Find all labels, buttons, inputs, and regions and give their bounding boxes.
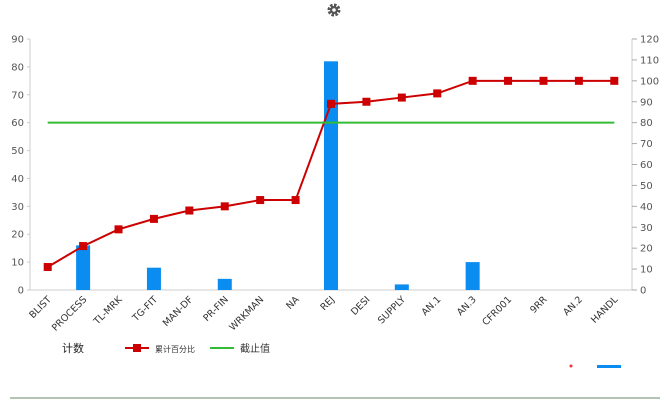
- bar: [146, 267, 161, 290]
- x-tick-label: MAN-DF: [161, 294, 196, 329]
- point: [114, 225, 123, 234]
- y-tick-label: 30: [11, 202, 24, 213]
- y-tick-label: 70: [11, 90, 24, 101]
- y-tick-label: 60: [11, 118, 24, 129]
- y-tick-label: 50: [11, 146, 24, 157]
- bar: [465, 262, 480, 290]
- y2-tick-label: 70: [640, 139, 653, 150]
- settings-icon[interactable]: [327, 3, 341, 17]
- x-tick-label: CFR001: [480, 294, 514, 328]
- y2-tick-label: 20: [640, 244, 653, 255]
- point: [433, 89, 442, 98]
- y2-tick-label: 60: [640, 160, 653, 171]
- legend-label: 截止值: [240, 342, 270, 355]
- point: [185, 206, 194, 215]
- y2-tick-label: 120: [640, 35, 659, 46]
- x-tick-label: BLIST: [27, 294, 54, 321]
- x-tick-label: PROCESS: [50, 294, 89, 333]
- legend-label: 累计百分比: [155, 344, 195, 354]
- y2-tick-label: 30: [640, 223, 653, 234]
- bar: [394, 284, 409, 290]
- y2-tick-label: 100: [640, 76, 659, 87]
- point: [256, 196, 265, 205]
- legend-item: 计数: [62, 342, 84, 355]
- point: [149, 214, 158, 223]
- y2-tick-label: 110: [640, 55, 659, 66]
- bar: [217, 278, 232, 290]
- x-tick-label: DESI: [349, 294, 372, 317]
- point: [539, 76, 548, 85]
- point: [220, 202, 229, 211]
- y-tick-label: 10: [11, 258, 24, 269]
- decoration: [569, 364, 573, 368]
- y-tick-label: 40: [11, 174, 24, 185]
- x-tick-label: WRKMAN: [227, 294, 266, 333]
- point: [610, 76, 619, 85]
- y2-tick-label: 0: [640, 286, 646, 297]
- y-tick-label: 80: [11, 62, 24, 73]
- y2-tick-label: 40: [640, 202, 653, 213]
- y-tick-label: 20: [11, 230, 24, 241]
- x-tick-label: PR-FIN: [201, 294, 231, 324]
- x-tick-label: AN.2: [561, 294, 585, 318]
- x-tick-label: TG-FIT: [130, 294, 160, 324]
- point: [504, 76, 513, 85]
- x-tick-label: TL-MRK: [91, 294, 125, 328]
- bar: [76, 245, 91, 290]
- x-tick-label: AN.1: [420, 294, 444, 318]
- point: [397, 93, 406, 102]
- y2-tick-label: 10: [640, 265, 653, 276]
- y-tick-label: 90: [11, 35, 24, 46]
- point: [468, 76, 477, 85]
- point: [291, 196, 300, 205]
- legend-item: 截止值: [210, 342, 270, 355]
- x-tick-label: AN.3: [455, 294, 479, 318]
- x-tick-label: HANDL: [589, 294, 621, 326]
- legend-swatch: [133, 344, 141, 352]
- point: [574, 76, 583, 85]
- x-tick-label: NA: [284, 294, 302, 312]
- y2-tick-label: 50: [640, 181, 653, 192]
- point: [79, 242, 88, 251]
- point: [327, 99, 335, 108]
- y-tick-label: 0: [18, 286, 24, 297]
- bar: [324, 61, 338, 290]
- x-tick-label: 9RR: [528, 294, 550, 316]
- point: [43, 262, 52, 271]
- y2-tick-label: 80: [640, 118, 653, 129]
- legend-label: 计数: [62, 342, 84, 355]
- point: [362, 97, 371, 106]
- x-tick-label: SUPPLY: [376, 294, 408, 326]
- decoration: [597, 365, 621, 368]
- legend-item: 累计百分比: [125, 344, 195, 354]
- x-tick-label: REJ: [318, 294, 337, 313]
- y2-tick-label: 90: [640, 97, 653, 108]
